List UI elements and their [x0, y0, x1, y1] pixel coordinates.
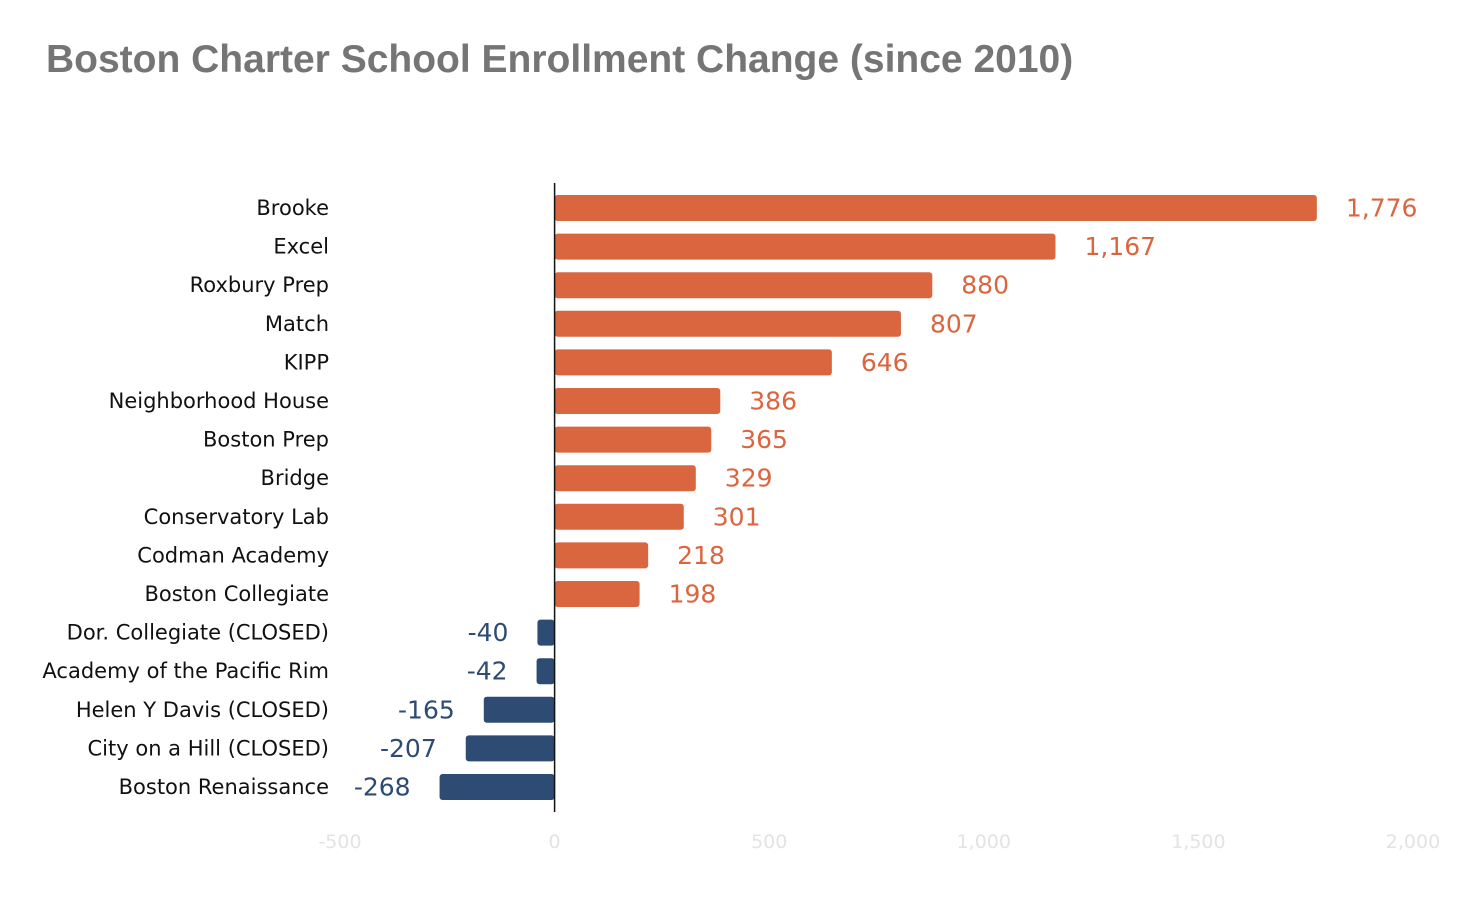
- category-label: Brooke: [256, 196, 329, 220]
- category-label: KIPP: [284, 350, 329, 374]
- value-label: 1,776: [1346, 194, 1418, 223]
- x-tick-label: 500: [751, 831, 787, 853]
- x-tick-label: 2,000: [1386, 831, 1440, 853]
- bar: [465, 735, 555, 762]
- category-label: Boston Renaissance: [119, 775, 329, 799]
- x-tick-label: 0: [549, 831, 561, 853]
- category-label: Academy of the Pacific Rim: [42, 659, 329, 683]
- bar: [554, 426, 712, 453]
- value-label: -207: [380, 734, 437, 763]
- bar: [537, 619, 555, 646]
- bar: [439, 774, 555, 800]
- category-label: Helen Y Davis (CLOSED): [76, 698, 329, 722]
- value-label: 329: [725, 464, 773, 493]
- value-label: 880: [961, 271, 1009, 300]
- value-label: 1,167: [1084, 232, 1156, 261]
- value-label: 198: [669, 580, 717, 609]
- bar: [554, 195, 1317, 221]
- value-label: 365: [740, 425, 788, 454]
- bar: [554, 349, 832, 376]
- value-label: 646: [861, 348, 909, 377]
- category-label: City on a Hill (CLOSED): [88, 736, 329, 760]
- value-label: 807: [930, 309, 978, 338]
- category-label: Dor. Collegiate (CLOSED): [67, 621, 329, 645]
- bar: [536, 658, 555, 685]
- category-label: Boston Prep: [203, 428, 329, 452]
- bar: [554, 503, 684, 530]
- value-label: 386: [749, 387, 797, 416]
- x-tick-label: 1,000: [957, 831, 1011, 853]
- category-label: Bridge: [261, 466, 329, 490]
- bar: [554, 233, 1056, 260]
- bar: [554, 388, 721, 414]
- category-label: Conservatory Lab: [144, 505, 329, 529]
- category-label: Roxbury Prep: [190, 273, 329, 297]
- value-label: 218: [677, 541, 725, 570]
- category-label: Match: [265, 312, 329, 336]
- value-label: 301: [713, 502, 761, 531]
- x-tick-label: -500: [318, 831, 361, 853]
- category-label: Codman Academy: [137, 543, 329, 567]
- category-label: Excel: [273, 235, 329, 259]
- bar: [554, 465, 696, 492]
- x-tick-label: 1,500: [1171, 831, 1225, 853]
- bar: [554, 581, 640, 607]
- category-label: Neighborhood House: [109, 389, 329, 413]
- bar: [483, 696, 555, 723]
- value-label: -42: [467, 657, 508, 686]
- value-label: -268: [354, 773, 411, 802]
- value-label: -40: [468, 618, 509, 647]
- bar: [554, 542, 649, 569]
- bar: [554, 272, 933, 299]
- value-label: -165: [398, 695, 455, 724]
- bar: [554, 310, 901, 337]
- category-label: Boston Collegiate: [144, 582, 329, 606]
- chart-title: Boston Charter School Enrollment Change …: [46, 38, 1074, 81]
